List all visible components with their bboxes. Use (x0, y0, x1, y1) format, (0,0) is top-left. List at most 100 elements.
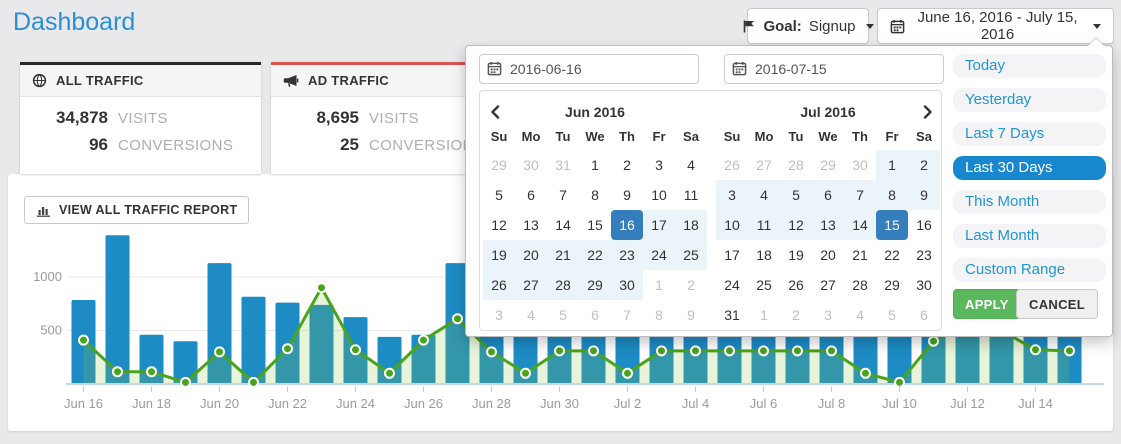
calendar-day[interactable]: 19 (788, 247, 804, 263)
calendar-day[interactable]: 18 (675, 210, 707, 240)
calendar-day[interactable]: 29 (820, 157, 836, 173)
calendar-day[interactable]: 31 (724, 307, 740, 323)
calendar-day[interactable]: 1 (876, 150, 908, 180)
calendar-day[interactable]: 30 (611, 270, 643, 300)
calendar-day[interactable]: 15 (876, 210, 908, 240)
calendar-day[interactable]: 4 (687, 157, 695, 173)
calendar-day[interactable]: 5 (888, 307, 896, 323)
calendar-day[interactable]: 2 (623, 157, 631, 173)
calendar-day[interactable]: 8 (591, 187, 599, 203)
calendar-day[interactable]: 7 (844, 180, 876, 210)
calendar-day[interactable]: 9 (687, 307, 695, 323)
calendar-day[interactable]: 12 (780, 210, 812, 240)
calendar-day[interactable]: 29 (884, 277, 900, 293)
calendar-day[interactable]: 6 (920, 307, 928, 323)
calendar-day[interactable]: 28 (788, 157, 804, 173)
date-range-button[interactable]: June 16, 2016 - July 15, 2016 (877, 8, 1114, 44)
calendar-day[interactable]: 4 (748, 180, 780, 210)
calendar-day[interactable]: 11 (683, 187, 699, 203)
calendar-day[interactable]: 3 (716, 180, 748, 210)
calendar-day[interactable]: 1 (591, 157, 599, 173)
calendar-day[interactable]: 7 (559, 187, 567, 203)
calendar-day[interactable]: 18 (756, 247, 772, 263)
calendar-day[interactable]: 2 (687, 277, 695, 293)
calendar-day[interactable]: 1 (760, 307, 768, 323)
calendar-day[interactable]: 28 (547, 270, 579, 300)
cancel-button[interactable]: CANCEL (1016, 289, 1098, 319)
calendar-day[interactable]: 30 (852, 157, 868, 173)
calendar-day[interactable]: 23 (916, 247, 932, 263)
calendar-day[interactable]: 20 (820, 247, 836, 263)
calendar-day[interactable]: 26 (724, 157, 740, 173)
range-option-today[interactable]: Today (953, 54, 1106, 78)
calendar-day[interactable]: 17 (724, 247, 740, 263)
calendar-day[interactable]: 15 (587, 217, 603, 233)
calendar-day[interactable]: 13 (812, 210, 844, 240)
calendar-day[interactable]: 13 (523, 217, 539, 233)
calendar-day[interactable]: 30 (523, 157, 539, 173)
calendar-day[interactable]: 23 (611, 240, 643, 270)
calendar-day[interactable]: 29 (491, 157, 507, 173)
calendar-day[interactable]: 22 (884, 247, 900, 263)
calendar-day[interactable]: 24 (724, 277, 740, 293)
range-option-this-month[interactable]: This Month (953, 190, 1106, 214)
calendar-day[interactable]: 27 (515, 270, 547, 300)
calendar-day[interactable]: 2 (792, 307, 800, 323)
range-option-yesterday[interactable]: Yesterday (953, 88, 1106, 112)
calendar-day[interactable]: 25 (675, 240, 707, 270)
calendar-day[interactable]: 31 (555, 157, 571, 173)
calendar-day[interactable]: 8 (876, 180, 908, 210)
calendar-day[interactable]: 12 (491, 217, 507, 233)
calendar-day[interactable]: 5 (495, 187, 503, 203)
calendar-day[interactable]: 9 (623, 187, 631, 203)
calendar-day[interactable]: 5 (780, 180, 812, 210)
calendar-day[interactable]: 26 (788, 277, 804, 293)
calendar-day[interactable]: 16 (916, 217, 932, 233)
calendar-day[interactable]: 27 (756, 157, 772, 173)
calendar-day[interactable]: 1 (655, 277, 663, 293)
prev-month-button[interactable] (485, 100, 505, 124)
calendar-day[interactable]: 17 (643, 210, 675, 240)
calendar-day[interactable]: 29 (579, 270, 611, 300)
calendar-day[interactable]: 14 (555, 217, 571, 233)
calendar-day[interactable]: 21 (852, 247, 868, 263)
range-option-last-7-days[interactable]: Last 7 Days (953, 122, 1106, 146)
view-all-traffic-report-button[interactable]: VIEW ALL TRAFFIC REPORT (24, 196, 250, 224)
calendar-day[interactable]: 25 (756, 277, 772, 293)
calendar-day[interactable]: 14 (844, 210, 876, 240)
calendar-day[interactable]: 6 (527, 187, 535, 203)
range-option-last-30-days[interactable]: Last 30 Days (953, 156, 1106, 180)
calendar-day[interactable]: 28 (852, 277, 868, 293)
calendar-day[interactable]: 4 (527, 307, 535, 323)
goal-selector-button[interactable]: Goal: Signup (744, 8, 874, 44)
calendar-day[interactable]: 6 (591, 307, 599, 323)
calendar-day[interactable]: 24 (643, 240, 675, 270)
calendar-day[interactable]: 4 (856, 307, 864, 323)
calendar-day[interactable]: 3 (824, 307, 832, 323)
calendar-day[interactable]: 21 (547, 240, 579, 270)
calendar-day[interactable]: 22 (579, 240, 611, 270)
calendar-day[interactable]: 7 (623, 307, 631, 323)
calendar-day[interactable]: 10 (651, 187, 667, 203)
calendar-day[interactable]: 5 (559, 307, 567, 323)
next-month-button[interactable] (918, 100, 938, 124)
calendar-day[interactable]: 9 (908, 180, 940, 210)
calendar-day[interactable]: 8 (655, 307, 663, 323)
calendar-day[interactable]: 30 (916, 277, 932, 293)
calendar-day[interactable]: 3 (655, 157, 663, 173)
calendar-day[interactable]: 27 (820, 277, 836, 293)
calendar-day[interactable]: 10 (716, 210, 748, 240)
start-date-input[interactable] (479, 54, 699, 84)
range-option-last-month[interactable]: Last Month (953, 224, 1106, 248)
end-date-input[interactable] (724, 54, 944, 84)
calendar-day[interactable]: 6 (812, 180, 844, 210)
calendar-day[interactable]: 19 (483, 240, 515, 270)
calendar-day[interactable]: 16 (611, 210, 643, 240)
calendar-day[interactable]: 3 (495, 307, 503, 323)
range-option-custom-range[interactable]: Custom Range (953, 258, 1106, 282)
calendar-day[interactable]: 11 (748, 210, 780, 240)
calendar-day[interactable]: 2 (908, 150, 940, 180)
calendar-day[interactable]: 26 (483, 270, 515, 300)
apply-button[interactable]: APPLY (953, 289, 1021, 319)
calendar-day[interactable]: 20 (515, 240, 547, 270)
